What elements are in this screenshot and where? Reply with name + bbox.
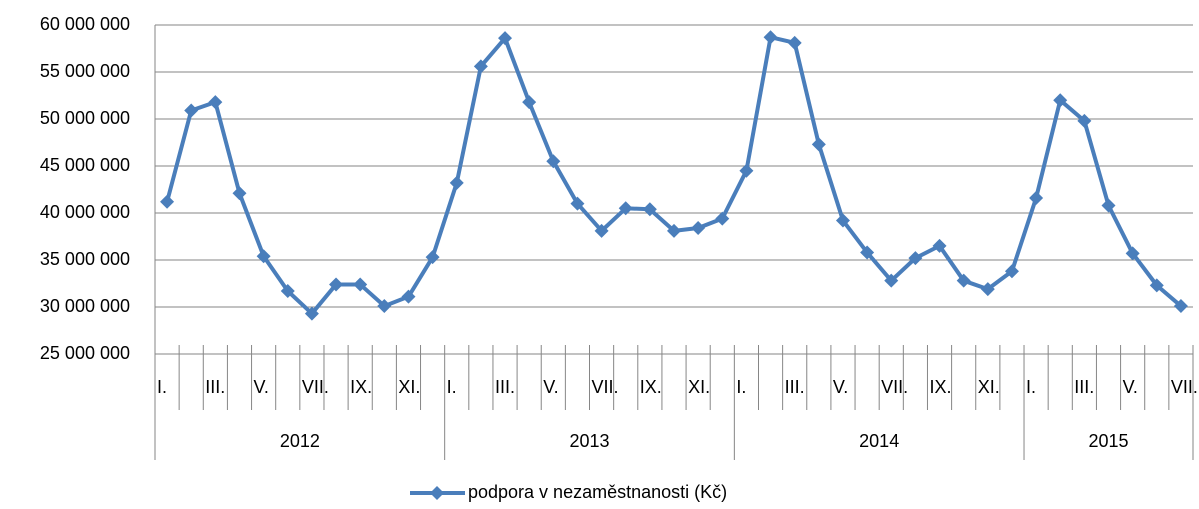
x-tick-label: I. <box>447 377 457 397</box>
x-tick-label: V. <box>833 377 848 397</box>
x-tick-label: IX. <box>350 377 372 397</box>
data-point <box>739 163 754 178</box>
y-tick-label: 55 000 000 <box>40 61 130 81</box>
y-tick-label: 25 000 000 <box>40 343 130 363</box>
x-tick-label: XI. <box>398 377 420 397</box>
y-tick-label: 50 000 000 <box>40 108 130 128</box>
data-point <box>860 245 875 260</box>
data-point <box>594 223 609 238</box>
y-tick-label: 35 000 000 <box>40 249 130 269</box>
data-point <box>835 213 850 228</box>
x-tick-label: III. <box>495 377 515 397</box>
data-point <box>377 299 392 314</box>
y-tick-label: 60 000 000 <box>40 14 130 34</box>
x-tick-label: VII. <box>302 377 329 397</box>
data-point <box>1053 93 1068 108</box>
y-tick-label: 40 000 000 <box>40 202 130 222</box>
data-point <box>1125 246 1140 261</box>
legend-marker <box>430 486 444 500</box>
data-point <box>787 35 802 50</box>
data-point <box>811 137 826 152</box>
data-point <box>642 202 657 217</box>
data-point <box>425 250 440 265</box>
group-label: 2015 <box>1088 431 1128 451</box>
data-point <box>546 154 561 169</box>
x-tick-label: IX. <box>640 377 662 397</box>
data-point <box>618 201 633 216</box>
x-tick-label: V. <box>1123 377 1138 397</box>
x-tick-label: VII. <box>881 377 908 397</box>
data-point <box>522 95 537 110</box>
x-tick-label: III. <box>205 377 225 397</box>
group-label: 2014 <box>859 431 899 451</box>
data-point <box>570 196 585 211</box>
data-point <box>498 31 513 46</box>
data-point <box>256 249 271 264</box>
x-tick-label: XI. <box>978 377 1000 397</box>
legend-label: podpora v nezaměstnanosti (Kč) <box>468 482 727 502</box>
data-point <box>932 238 947 253</box>
group-label: 2013 <box>569 431 609 451</box>
data-point <box>691 221 706 236</box>
x-tick-label: XI. <box>688 377 710 397</box>
y-tick-label: 45 000 000 <box>40 155 130 175</box>
data-point <box>353 277 368 292</box>
x-tick-label: V. <box>543 377 558 397</box>
data-point <box>208 95 223 110</box>
data-point <box>763 30 778 45</box>
data-point <box>1077 113 1092 128</box>
x-tick-label: I. <box>1026 377 1036 397</box>
data-point <box>1101 198 1116 213</box>
data-point <box>908 251 923 266</box>
x-tick-label: V. <box>254 377 269 397</box>
group-label: 2012 <box>280 431 320 451</box>
x-tick-label: VII. <box>592 377 619 397</box>
data-point <box>184 103 199 118</box>
data-point <box>1004 264 1019 279</box>
data-point <box>329 277 344 292</box>
x-tick-label: I. <box>157 377 167 397</box>
data-point <box>449 175 464 190</box>
data-point <box>304 306 319 321</box>
data-point <box>667 223 681 238</box>
x-tick-label: III. <box>785 377 805 397</box>
data-point <box>1173 299 1188 314</box>
x-tick-label: I. <box>736 377 746 397</box>
data-point <box>956 273 971 288</box>
y-tick-label: 30 000 000 <box>40 296 130 316</box>
data-point <box>1029 190 1044 205</box>
data-point <box>401 289 416 304</box>
data-point <box>280 284 295 299</box>
data-point <box>884 273 899 288</box>
data-point <box>980 282 995 297</box>
x-tick-label: VII. <box>1171 377 1198 397</box>
x-tick-label: IX. <box>929 377 951 397</box>
data-point <box>1149 278 1164 293</box>
data-point <box>473 59 488 74</box>
series-line <box>165 35 1183 316</box>
data-point <box>715 211 730 226</box>
x-tick-label: III. <box>1074 377 1094 397</box>
data-point <box>232 186 247 201</box>
data-point <box>160 194 175 209</box>
